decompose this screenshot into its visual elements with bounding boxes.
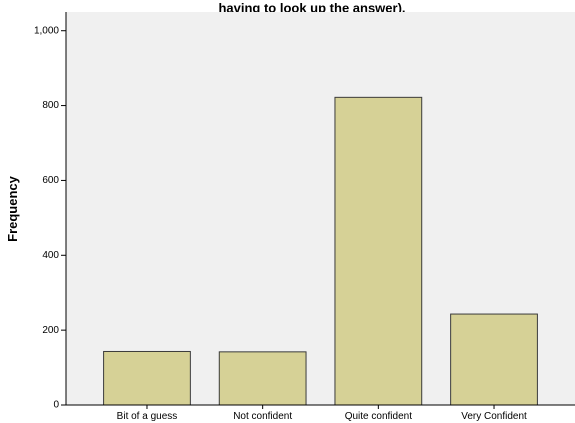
chart-title: having to look up the answer). [218, 1, 405, 16]
x-category-label: Bit of a guess [117, 411, 178, 422]
bars [103, 96, 538, 406]
bar [218, 351, 307, 406]
y-tick-label: 400 [42, 250, 59, 261]
x-axis-labels: Bit of a guess Not confident Quite confide… [117, 405, 527, 422]
bar [450, 313, 538, 406]
bar [103, 350, 191, 406]
x-category-label: Quite confident [345, 411, 412, 422]
y-tick-label: 800 [42, 100, 59, 111]
y-tick-label: 0 [53, 400, 59, 411]
y-tick-label: 1,000 [34, 25, 59, 36]
y-tick-label: 600 [42, 175, 59, 186]
y-tick-label: 200 [42, 325, 59, 336]
y-axis-ticks: 0 200 400 600 800 1,000 [34, 25, 66, 411]
y-axis-label: Frequency [5, 175, 20, 242]
x-category-label: Not confident [233, 411, 292, 422]
x-category-label: Very Confident [461, 411, 527, 422]
bar [334, 96, 423, 406]
